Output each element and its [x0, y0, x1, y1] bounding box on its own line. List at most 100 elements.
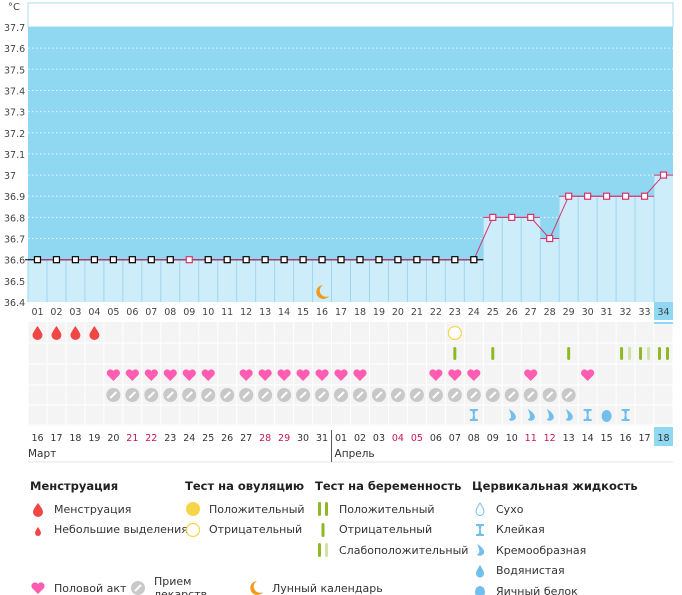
calendar-date-label: 18: [657, 433, 669, 444]
heart-icon: [182, 369, 196, 381]
temperature-point: [375, 256, 383, 264]
legend-item: Прием лекарств: [130, 575, 248, 595]
heart-icon: [144, 369, 158, 381]
y-tick-label: 37.7: [4, 23, 25, 34]
calendar-date-label: 12: [544, 433, 556, 444]
calendar-date-label: 15: [601, 433, 613, 444]
pregnancy-positive-icon: [658, 347, 662, 360]
temperature-bar: [28, 259, 47, 302]
legend-item: Половой акт: [30, 578, 130, 595]
calendar-date-label: 16: [31, 433, 43, 444]
calendar-date-label: 30: [297, 433, 309, 444]
heart-icon: [296, 369, 310, 381]
cycle-day-label: 24: [468, 307, 480, 318]
temperature-bar: [407, 259, 427, 302]
cycle-day-label: 14: [278, 307, 290, 318]
temperature-point: [413, 256, 421, 264]
temperature-point: [71, 256, 80, 264]
pregnancy-weak-icon: [628, 347, 632, 360]
temperature-point: [584, 192, 592, 200]
temperature-point: [242, 256, 250, 264]
temperature-bar: [635, 196, 655, 302]
calendar-date-label: 16: [620, 433, 632, 444]
moon-icon: [250, 581, 263, 595]
y-tick-label: 37.1: [4, 150, 25, 161]
temperature-bar: [578, 196, 598, 302]
temperature-point: [432, 256, 440, 264]
legend-label: Отрицательный: [339, 523, 433, 537]
temperature-bar: [198, 259, 218, 302]
legend-item: Слабоположительный: [315, 540, 468, 561]
temperature-bar: [616, 196, 636, 302]
current-day-highlight: [654, 302, 673, 320]
legend-menstruation: Менструация Менструация Небольшие выделе…: [30, 479, 188, 540]
legend-label: Прием лекарств: [154, 575, 208, 595]
pill-icon-stripe: [508, 391, 516, 399]
temperature-point: [109, 256, 117, 264]
heart-icon: [429, 369, 443, 381]
temperature-point: [33, 256, 42, 264]
sticky-icon: [469, 409, 478, 421]
pill-icon-stripe: [470, 391, 478, 399]
pill-icon-stripe: [318, 391, 326, 399]
pill-icon-stripe: [166, 391, 174, 399]
temperature-point: [204, 256, 212, 264]
legend-label: Кремообразная: [496, 543, 587, 557]
cycle-day-label: 06: [126, 307, 138, 318]
temperature-bar: [141, 259, 161, 302]
temperature-point: [52, 256, 61, 264]
calendar-date-label: 13: [563, 433, 575, 444]
cycle-day-label: 07: [145, 307, 157, 318]
y-tick-label: 37.4: [4, 86, 25, 97]
creamy-icon: [546, 409, 554, 421]
legend-item: Лунный календарь: [248, 578, 383, 595]
legend-label: Менструация: [54, 502, 132, 516]
month-label: Март: [28, 448, 56, 460]
calendar-date-label: 27: [240, 433, 252, 444]
eggwhite-icon: [601, 410, 612, 422]
temperature-bar: [179, 259, 199, 302]
temperature-point: [394, 256, 402, 264]
heart-icon: [31, 582, 45, 595]
legend-item: Небольшие выделения: [30, 520, 188, 541]
cycle-day-label: 31: [601, 307, 613, 318]
legend-label: Небольшие выделения: [54, 523, 188, 537]
heart-icon: [353, 369, 367, 381]
temperature-bar: [464, 259, 484, 302]
cycle-day-label: 10: [202, 307, 214, 318]
legend-title: Тест на овуляцию: [185, 479, 305, 493]
temperature-bar: [236, 259, 256, 302]
calendar-date-label: 05: [411, 433, 423, 444]
temperature-bar: [540, 238, 560, 302]
temperature-point: [185, 256, 193, 264]
calendar-date-label: 09: [487, 433, 499, 444]
calendar-date-label: 22: [145, 433, 157, 444]
temperature-point: [337, 256, 345, 264]
temperature-bar: [597, 196, 617, 302]
calendar-date-label: 03: [373, 433, 385, 444]
legend-title: Цервикальная жидкость: [472, 479, 638, 493]
calendar-date-label: 26: [221, 433, 233, 444]
legend-item: Положительный: [185, 499, 305, 520]
calendar-date-label: 17: [50, 433, 62, 444]
calendar-date-label: 10: [506, 433, 518, 444]
temperature-point: [223, 256, 231, 264]
temperature-point: [261, 256, 269, 264]
pill-icon-stripe: [564, 391, 573, 399]
temperature-point: [299, 256, 307, 264]
pill-icon-stripe: [223, 391, 231, 399]
temperature-bar: [559, 196, 579, 302]
legend-cervical: Цервикальная жидкость Сухо Клейкая Кремо…: [472, 479, 638, 595]
temperature-point: [621, 192, 630, 200]
temperature-bar: [445, 259, 465, 302]
temperature-point: [470, 256, 478, 264]
temperature-bar: [84, 259, 104, 302]
legend-item: Менструация: [30, 499, 188, 520]
temperature-bar: [388, 259, 408, 302]
sticky-icon: [476, 523, 484, 536]
pregnancy-positive-icon: [318, 502, 328, 517]
temperature-point: [451, 256, 459, 264]
pregnancy-weak-icon: [620, 347, 624, 360]
sticky-icon: [621, 409, 630, 421]
